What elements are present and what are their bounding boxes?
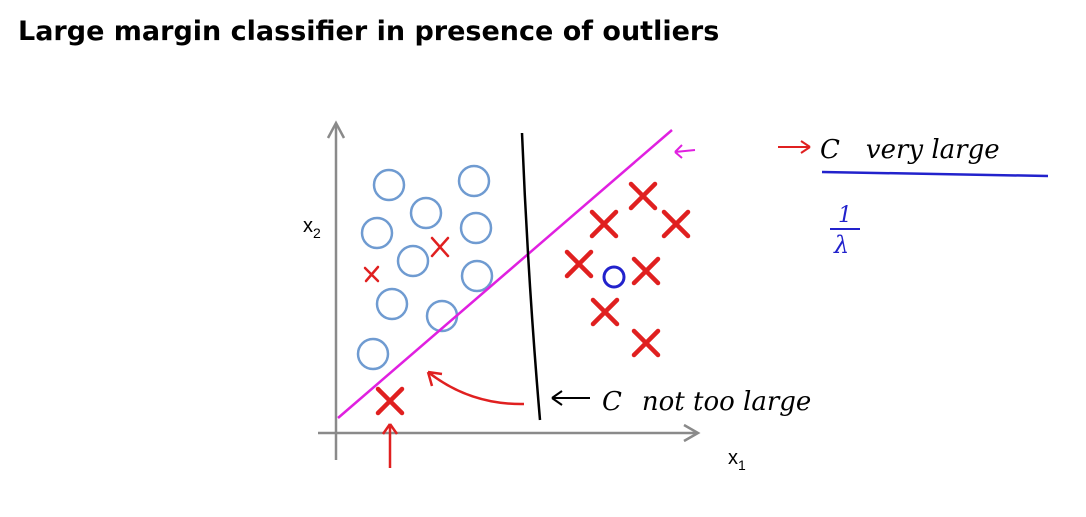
positive-examples xyxy=(375,181,691,416)
y-arrow xyxy=(326,120,346,139)
boundary-arrow xyxy=(674,144,696,159)
numerator: 1 xyxy=(838,203,852,228)
outlier-circle xyxy=(602,265,626,289)
symbol: C xyxy=(820,135,840,165)
red-arrow xyxy=(381,423,399,468)
label-base: x xyxy=(303,215,313,237)
axes xyxy=(318,120,701,460)
underline xyxy=(821,170,1049,178)
boundary-large-c xyxy=(337,129,673,419)
label-base: x xyxy=(728,447,738,469)
note: not too large xyxy=(642,387,811,417)
symbol: C xyxy=(602,387,622,417)
denominator: λ xyxy=(833,231,849,259)
label-sub: 2 xyxy=(313,225,321,241)
red-arrow xyxy=(426,370,525,406)
boundary-small-c xyxy=(520,132,542,421)
label-sub: 1 xyxy=(738,457,746,473)
negative-examples xyxy=(356,164,494,371)
small-marks xyxy=(363,236,450,283)
black-arrow xyxy=(551,390,590,406)
x-axis-label: x1 xyxy=(728,447,746,473)
x-arrow xyxy=(683,423,701,443)
slide-title: Large margin classifier in presence of o… xyxy=(18,16,719,47)
note: very large xyxy=(866,135,1000,165)
fraction: 1 λ xyxy=(830,203,860,259)
y-axis-label: x2 xyxy=(303,215,321,241)
red-arrow xyxy=(778,140,811,154)
